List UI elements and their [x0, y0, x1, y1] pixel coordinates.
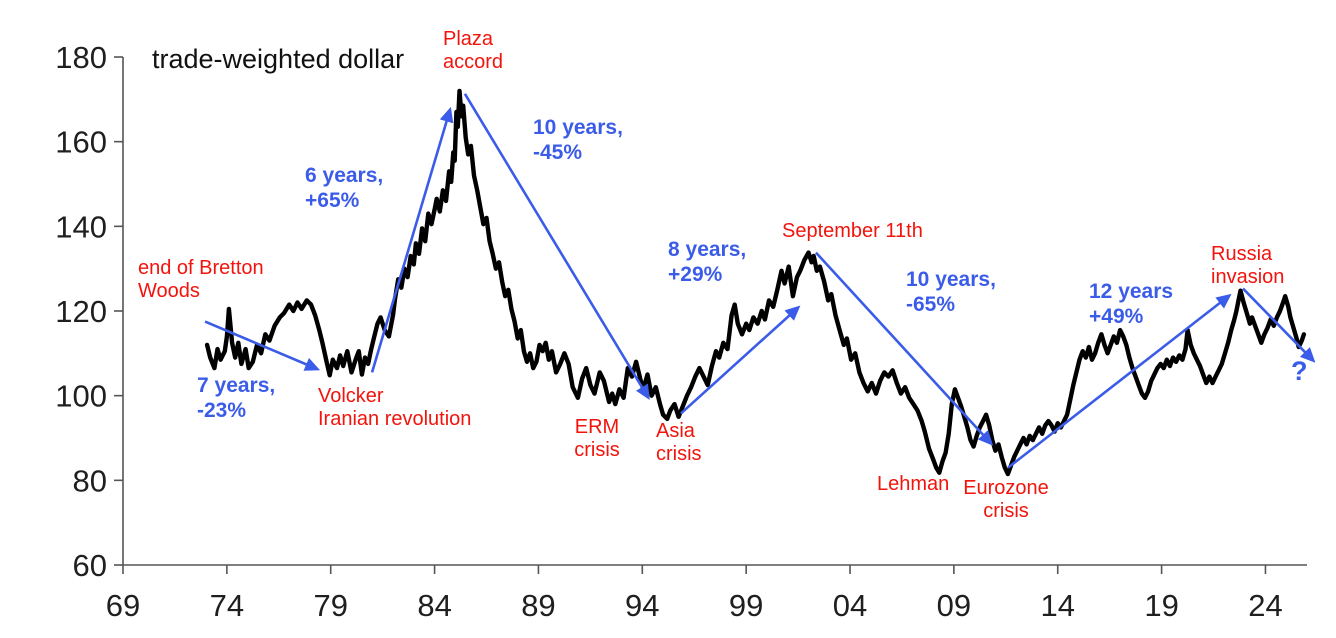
x-axis-tick-label: 09: [937, 588, 971, 623]
annotation-russia-invasion-line-1: Russia: [1211, 243, 1273, 265]
annotation-bretton-woods-line-1: end of Bretton: [138, 257, 264, 279]
annotation-trend-8-years-line-1: 8 years,: [668, 238, 746, 261]
dollar-index-series: [204, 88, 1307, 477]
annotation-volcker: Volcker Iranian revolution: [318, 385, 471, 430]
annotation-trend-12-years-line-2: +49%: [1089, 305, 1144, 328]
annotation-trend-6-years-line-1: 6 years,: [305, 164, 383, 187]
annotation-eurozone-crisis-line-1: Eurozone: [963, 477, 1049, 499]
annotation-bretton-woods-line-2: Woods: [138, 280, 200, 302]
annotation-asia-crisis: Asia crisis: [656, 420, 702, 465]
annotation-trend-10-years-down-line-1: 10 years,: [533, 116, 623, 139]
trend-arrows: [204, 93, 1316, 469]
annotation-russia-invasion: Russia invasion: [1211, 243, 1284, 288]
x-axis-tick-label: 79: [313, 588, 347, 623]
annotation-trend-8-years: 8 years, +29%: [668, 238, 746, 286]
annotation-trend-10-years-down-line-2: -45%: [533, 141, 582, 164]
x-axis-tick-label: 84: [417, 588, 451, 623]
y-axis-tick-label: 180: [55, 40, 107, 75]
x-axis-tick-label: 14: [1040, 588, 1074, 623]
annotation-volcker-line-1: Volcker: [318, 385, 384, 407]
annotation-asia-crisis-line-2: crisis: [656, 443, 702, 465]
annotation-plaza-accord-line-2: accord: [443, 51, 503, 73]
annotation-erm-crisis: ERM crisis: [574, 416, 620, 461]
x-axis-tick-label: 04: [833, 588, 867, 623]
y-axis-tick-label: 80: [73, 463, 107, 498]
y-axis-tick-label: 120: [55, 294, 107, 329]
y-axis-tick-label: 60: [73, 548, 107, 583]
annotation-question-mark-line-1: ?: [1291, 356, 1308, 386]
x-axis-tick-label: 99: [729, 588, 763, 623]
annotation-trend-7-years-line-2: -23%: [197, 399, 246, 422]
trend-arrow-decline-10-years-2: [814, 251, 994, 446]
annotations: end of Bretton Woods Plaza accord Volcker Ira…: [138, 28, 1308, 522]
annotation-question-mark: ?: [1291, 356, 1308, 386]
annotation-trend-7-years: 7 years, -23%: [197, 374, 275, 422]
annotation-trend-6-years-line-2: +65%: [305, 189, 360, 212]
annotation-volcker-line-2: Iranian revolution: [318, 408, 471, 430]
x-axis-tick-label: 94: [625, 588, 659, 623]
annotation-trend-12-years-line-1: 12 years: [1089, 280, 1173, 303]
annotation-bretton-woods: end of Bretton Woods: [138, 257, 264, 302]
annotation-trend-12-years: 12 years +49%: [1089, 280, 1173, 328]
trend-arrow-decline-current: [1242, 287, 1316, 363]
x-axis-tick-label: 74: [210, 588, 244, 623]
trend-arrow-rise-6-years: [370, 106, 454, 373]
annotation-erm-crisis-line-1: ERM: [575, 416, 619, 438]
chart-title: trade-weighted dollar: [152, 44, 404, 74]
y-axis-tick-label: 140: [55, 209, 107, 244]
annotation-erm-crisis-line-2: crisis: [574, 439, 620, 461]
annotation-trend-8-years-line-2: +29%: [668, 263, 723, 286]
annotation-russia-invasion-line-2: invasion: [1211, 266, 1284, 288]
x-axis-tick-label: 19: [1144, 588, 1178, 623]
axes: 180 160 140 120 100 80 60 69 74 79 84 89 94 99 04 09 14 1…: [55, 40, 1307, 623]
annotation-september-11th: September 11th: [782, 220, 923, 242]
annotation-plaza-accord-line-1: Plaza: [443, 28, 494, 50]
annotation-trend-7-years-line-1: 7 years,: [197, 374, 275, 397]
trend-arrow-decline-10-years: [463, 93, 650, 401]
annotation-trend-6-years: 6 years, +65%: [305, 164, 383, 212]
annotation-september-11th-line-1: September 11th: [782, 220, 923, 242]
x-axis-tick-label: 69: [106, 588, 140, 623]
annotation-lehman: Lehman: [877, 473, 949, 495]
y-axis-tick-label: 160: [55, 125, 107, 160]
annotation-trend-10-years-down-2: 10 years, -65%: [906, 268, 996, 316]
y-axis-tick-label: 100: [55, 379, 107, 414]
x-axis-tick-label: 24: [1248, 588, 1282, 623]
annotation-eurozone-crisis: Eurozone crisis: [963, 477, 1049, 522]
annotation-trend-10-years-down-2-line-1: 10 years,: [906, 268, 996, 291]
annotation-lehman-line-1: Lehman: [877, 473, 949, 495]
trend-arrow-rise-12-years: [1007, 293, 1232, 469]
annotation-trend-10-years-down-2-line-2: -65%: [906, 293, 955, 316]
trend-arrow-decline-7-years: [204, 320, 321, 371]
annotation-trend-10-years-down: 10 years, -45%: [533, 116, 623, 164]
trend-arrow-rise-8-years: [680, 305, 801, 415]
x-axis-tick-label: 89: [521, 588, 555, 623]
annotation-eurozone-crisis-line-2: crisis: [983, 500, 1029, 522]
annotation-plaza-accord: Plaza accord: [443, 28, 503, 73]
dollar-index-line: [204, 88, 1307, 477]
annotation-asia-crisis-line-1: Asia: [656, 420, 696, 442]
